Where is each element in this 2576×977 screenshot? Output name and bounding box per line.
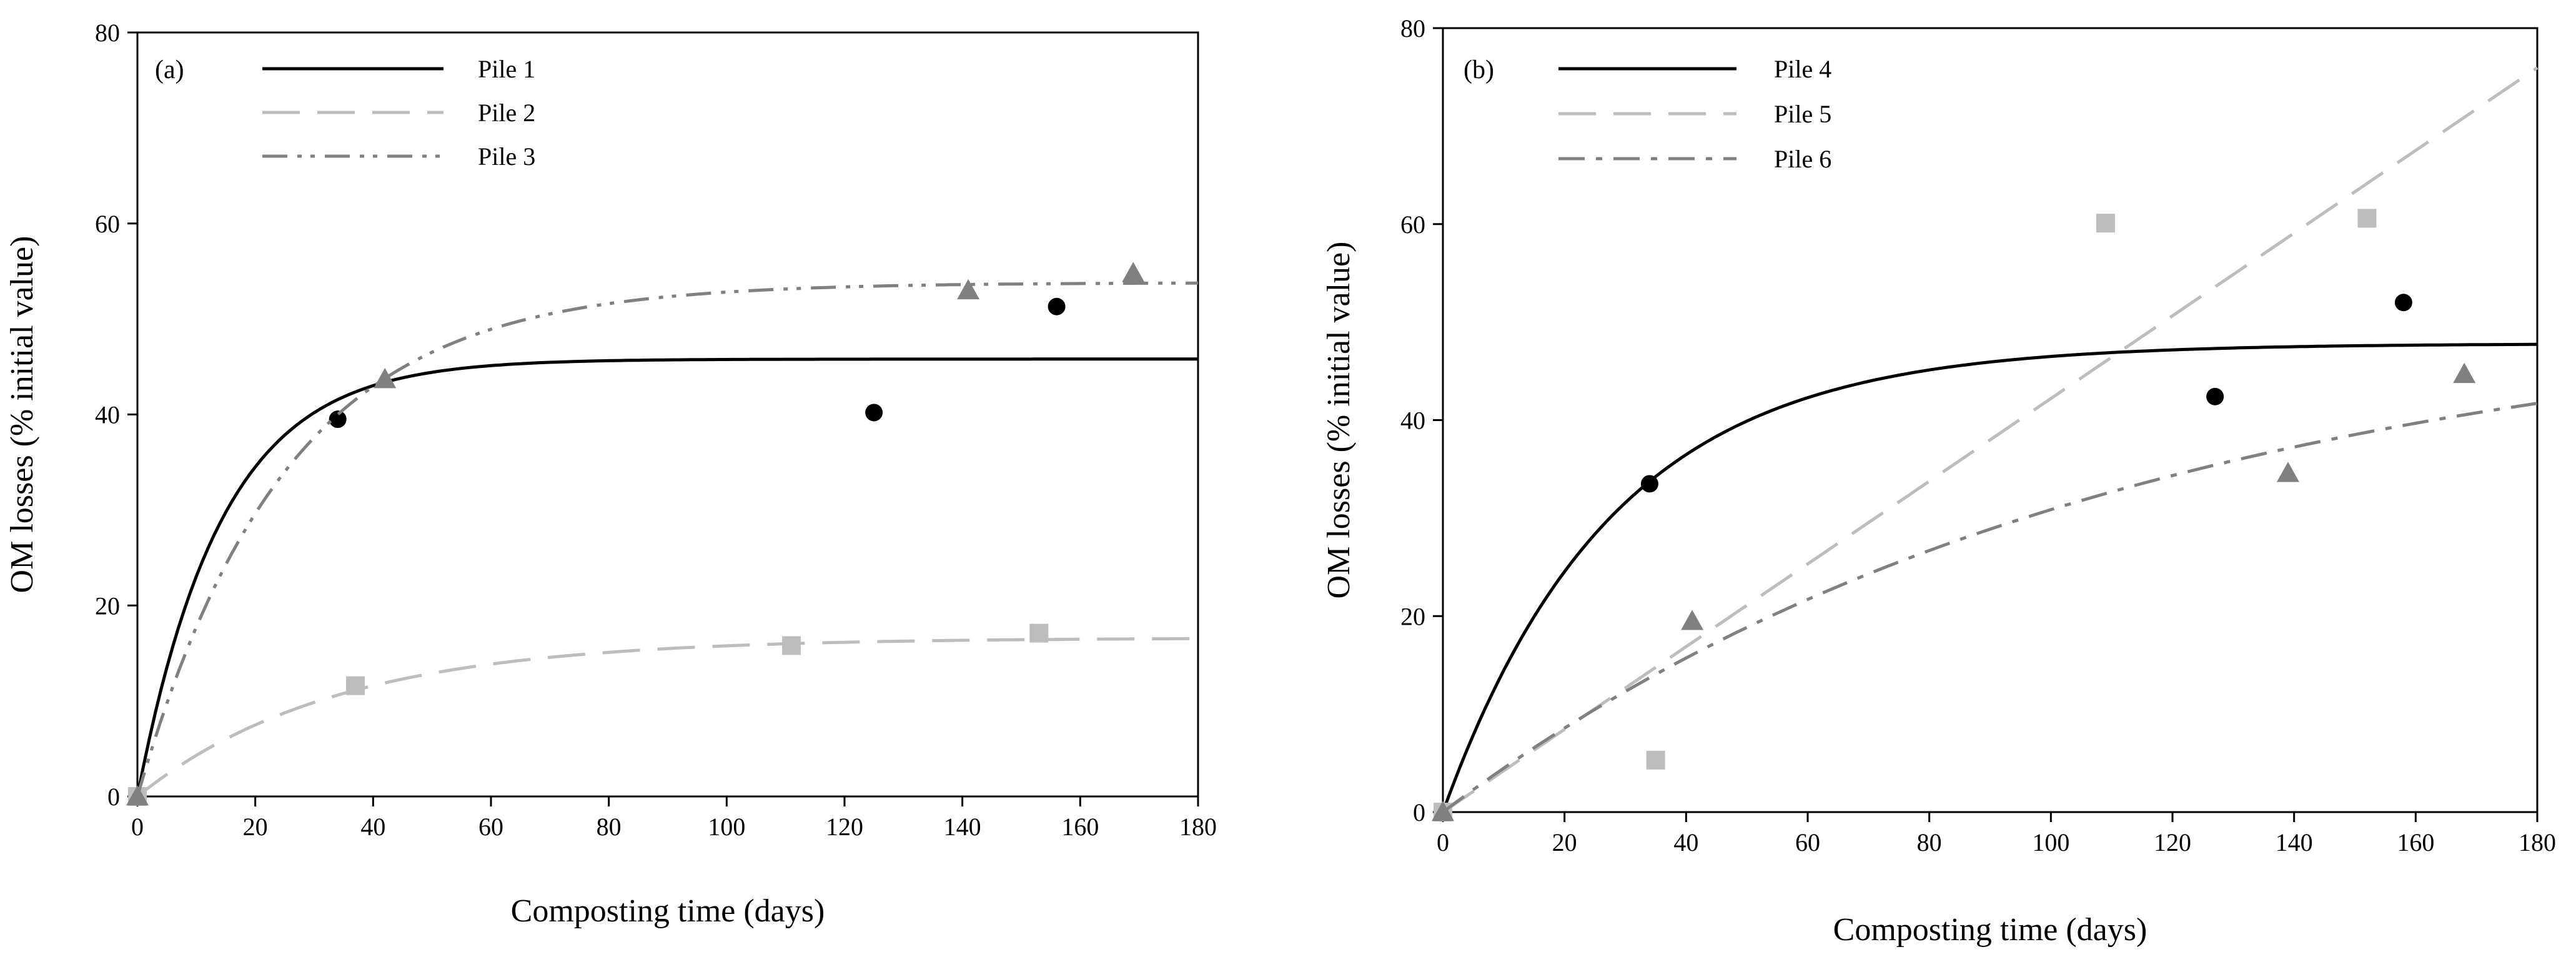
data-point [2206, 387, 2224, 405]
panel-a: 0 20 40 60 80 100 120 140 160 180 0 20 40 60 80 Compost… [4, 19, 1217, 929]
y-tick-label: 60 [95, 210, 120, 238]
legend-label: Pile 3 [478, 142, 535, 171]
data-point [126, 785, 149, 806]
y-axis-title: OM losses (% initial value) [4, 236, 40, 593]
x-tick-label: 20 [1552, 828, 1577, 856]
legend-label: Pile 6 [1774, 145, 1831, 173]
data-point [1029, 623, 1049, 643]
data-point [865, 404, 883, 422]
data-point [957, 279, 980, 300]
data-point [782, 636, 801, 655]
legend-label: Pile 2 [478, 99, 535, 127]
x-tick-label: 160 [2397, 828, 2434, 856]
data-point [2394, 294, 2412, 312]
fit-line [1442, 402, 2538, 813]
x-tick-label: 180 [2519, 828, 2556, 856]
y-axis-title: OM losses (% initial value) [1321, 242, 1357, 599]
y-tick-label: 80 [95, 19, 120, 47]
y-tick-label: 0 [107, 783, 120, 811]
x-tick-label: 20 [243, 813, 268, 841]
data-point [1646, 750, 1665, 770]
x-tick-label: 80 [597, 813, 622, 841]
fit-line [136, 357, 1198, 797]
panel-b: 0 20 40 60 80 100 120 140 160 180 0 20 40 60 80 Compost… [1321, 14, 2556, 948]
x-tick-label: 160 [1061, 813, 1099, 841]
x-tick-label: 100 [2032, 828, 2069, 856]
x-tick-label: 120 [826, 813, 863, 841]
y-tick-label: 20 [95, 592, 120, 620]
series-pile-5: Pile 5 [1434, 66, 2539, 821]
data-point [346, 676, 365, 695]
series-pile-1: Pile 1 [129, 55, 1198, 805]
x-axis-title: Composting time (days) [1833, 912, 2147, 948]
plot-frame [136, 31, 1199, 798]
data-point [1122, 262, 1145, 282]
panel-label: (b) [1464, 56, 1494, 84]
data-point [2276, 462, 2299, 482]
data-point [2096, 214, 2115, 233]
data-point [2453, 362, 2476, 384]
x-tick-label: 40 [360, 813, 385, 841]
x-tick-label: 80 [1917, 828, 1942, 856]
x-tick-label: 0 [131, 813, 144, 841]
series-pile-6: Pile 6 [1432, 145, 2538, 821]
data-point [1432, 801, 1454, 821]
series-pile-3: Pile 3 [126, 142, 1199, 806]
fit-line [136, 281, 1199, 797]
x-tick-label: 140 [944, 813, 981, 841]
legend-label: Pile 5 [1774, 100, 1831, 128]
fit-line [136, 637, 1198, 798]
panel-label: (a) [155, 56, 184, 84]
x-tick-label: 140 [2276, 828, 2313, 856]
y-tick-label: 80 [1400, 14, 1425, 42]
data-point [1640, 475, 1658, 493]
x-tick-label: 40 [1673, 828, 1698, 856]
fit-line [1442, 66, 2539, 814]
y-tick-label: 40 [1400, 407, 1425, 435]
y-tick-label: 0 [1413, 798, 1425, 826]
x-axis-title: Composting time (days) [511, 893, 825, 929]
data-point [2357, 209, 2377, 228]
legend-label: Pile 1 [478, 55, 535, 83]
x-tick-label: 0 [1437, 828, 1449, 856]
x-tick-label: 60 [1795, 828, 1820, 856]
plot-frame [1442, 27, 2539, 813]
x-tick-label: 100 [708, 813, 745, 841]
fit-line [1441, 342, 2537, 813]
data-point [1048, 297, 1066, 315]
y-tick-label: 60 [1400, 211, 1425, 239]
data-point [1681, 610, 1704, 630]
data-point [329, 410, 347, 429]
y-tick-label: 40 [95, 401, 120, 429]
x-tick-label: 120 [2154, 828, 2191, 856]
legend-label: Pile 4 [1774, 55, 1831, 83]
y-tick-label: 20 [1400, 602, 1425, 630]
x-tick-label: 180 [1179, 813, 1217, 841]
data-point [374, 367, 397, 389]
series-pile-2: Pile 2 [128, 99, 1198, 806]
x-tick-label: 60 [478, 813, 503, 841]
